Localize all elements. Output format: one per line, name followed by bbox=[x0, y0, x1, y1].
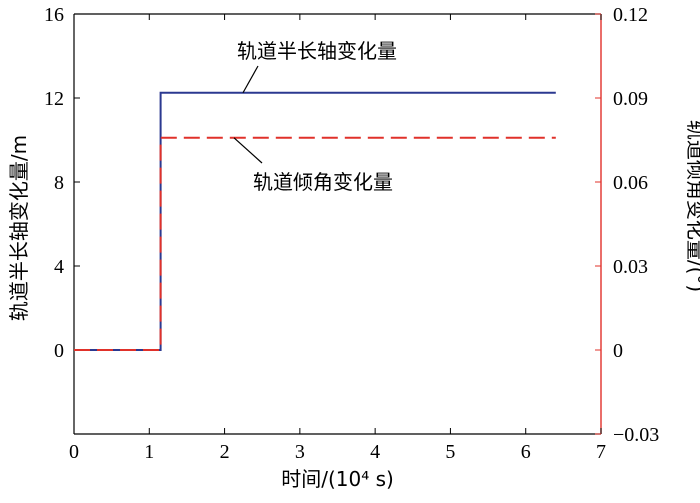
y-right-tick-label: 0.09 bbox=[613, 88, 648, 110]
y-left-tick-label: 4 bbox=[54, 256, 64, 278]
x-tick-label: 7 bbox=[596, 441, 606, 463]
series-line-0 bbox=[74, 91, 556, 351]
x-tick-label: 6 bbox=[521, 441, 531, 463]
y-right-tick-label: −0.03 bbox=[613, 424, 659, 446]
x-tick-label: 5 bbox=[445, 441, 455, 463]
y-left-axis-label: 轨道半长轴变化量/m bbox=[7, 135, 31, 321]
y-right-tick-label: 0.12 bbox=[613, 4, 648, 26]
series-annotation: 轨道半长轴变化量 bbox=[237, 39, 397, 63]
y-right-tick-label: 0.06 bbox=[613, 172, 648, 194]
series-line-1 bbox=[74, 136, 556, 351]
y-left-tick-label: 8 bbox=[54, 172, 64, 194]
series-annotation: 轨道倾角变化量 bbox=[253, 170, 393, 194]
x-tick-label: 4 bbox=[370, 441, 380, 463]
annotation-leader-line bbox=[233, 137, 263, 164]
y-right-tick-label: 0 bbox=[613, 340, 623, 362]
annotation-leader-line bbox=[242, 65, 259, 94]
x-tick-label: 1 bbox=[144, 441, 154, 463]
y-left-tick-label: 16 bbox=[44, 4, 64, 26]
x-tick-label: 2 bbox=[220, 441, 230, 463]
x-axis-label: 时间/(10⁴ s) bbox=[281, 467, 394, 491]
x-tick-label: 3 bbox=[295, 441, 305, 463]
x-tick-label: 0 bbox=[69, 441, 79, 463]
y-left-tick-label: 0 bbox=[54, 340, 64, 362]
y-right-axis-label: 轨道倾角变化量/(°) bbox=[684, 120, 700, 292]
y-left-tick-label: 12 bbox=[44, 88, 64, 110]
y-right-tick-label: 0.03 bbox=[613, 256, 648, 278]
